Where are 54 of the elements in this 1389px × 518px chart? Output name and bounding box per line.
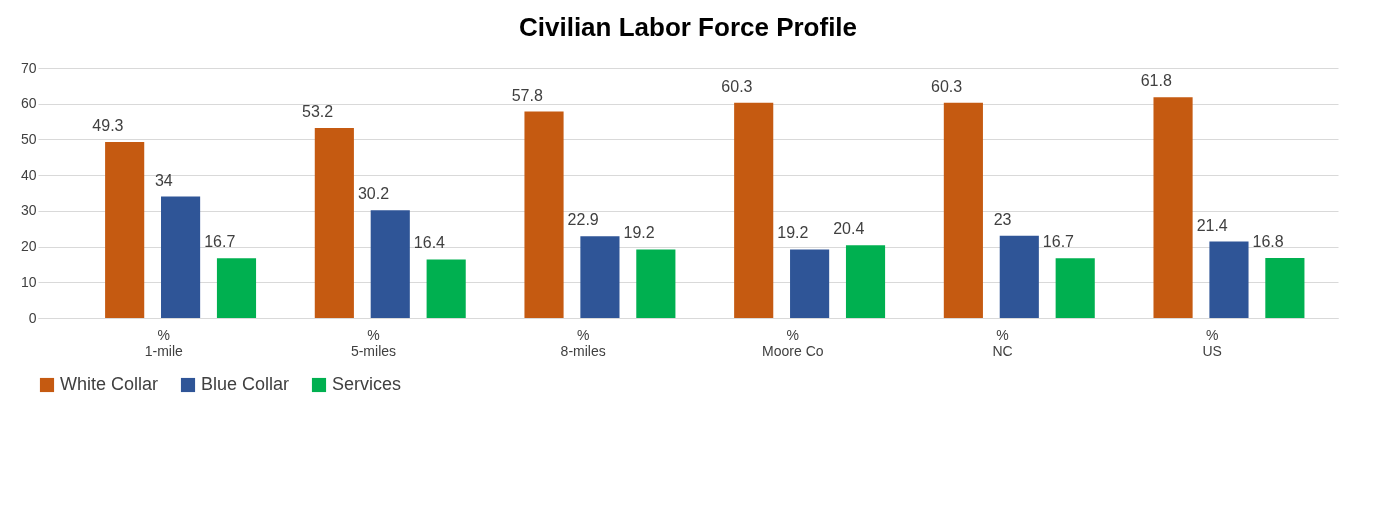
bar <box>426 259 466 318</box>
x-tick-label: % 8-miles <box>560 326 606 359</box>
bar <box>314 128 354 318</box>
bar <box>1055 258 1095 318</box>
x-tick-label: % NC <box>992 326 1013 359</box>
legend-label: Services <box>332 374 402 394</box>
data-label: 19.2 <box>777 224 809 242</box>
data-label: 22.9 <box>567 211 599 229</box>
data-label: 61.8 <box>1140 72 1172 90</box>
data-label: 16.8 <box>1252 233 1284 250</box>
x-tick-label: % 1-mile <box>144 326 184 359</box>
x-tick-label: % US <box>1202 326 1222 359</box>
bar <box>943 102 983 318</box>
data-label: 16.7 <box>1042 233 1075 251</box>
y-tick-label: 0 <box>28 309 37 326</box>
y-tick-label: 20 <box>20 238 37 255</box>
data-label: 60.3 <box>931 77 963 95</box>
bar <box>1265 258 1305 318</box>
legend-label: Blue Collar <box>201 374 290 394</box>
bar <box>105 141 145 318</box>
x-tick-label: % 5-miles <box>350 326 397 359</box>
data-label: 21.4 <box>1196 216 1228 234</box>
bar <box>580 236 620 318</box>
y-tick-label: 60 <box>20 95 37 112</box>
bar <box>524 111 564 318</box>
bar <box>734 102 774 318</box>
data-label: 20.4 <box>833 220 865 238</box>
bar <box>1209 241 1249 318</box>
bar <box>790 249 830 318</box>
bar <box>636 249 676 318</box>
data-label: 16.7 <box>204 233 236 251</box>
data-label: 49.3 <box>92 116 124 134</box>
bar <box>845 245 886 318</box>
bar <box>1153 97 1193 318</box>
data-label: 57.8 <box>511 86 543 104</box>
bar <box>161 196 201 318</box>
y-tick-label: 70 <box>20 59 37 76</box>
data-label: 23 <box>993 210 1012 228</box>
bar <box>370 210 410 318</box>
chart-title: Civilian Labor Force Profile <box>518 12 858 42</box>
data-label: 19.2 <box>623 224 655 242</box>
data-label: 53.2 <box>302 103 334 120</box>
bar <box>216 258 257 318</box>
y-tick-label: 50 <box>20 130 37 147</box>
y-tick-label: 40 <box>20 166 37 183</box>
y-tick-label: 30 <box>20 202 37 219</box>
data-label: 34 <box>154 171 173 189</box>
data-label: 60.3 <box>721 77 753 95</box>
data-label: 30.2 <box>357 185 390 203</box>
bar <box>999 235 1039 318</box>
y-tick-label: 10 <box>20 273 37 290</box>
data-label: 16.4 <box>413 234 446 252</box>
x-tick-label: % Moore Co <box>762 326 824 359</box>
legend-label: White Collar <box>60 374 159 394</box>
